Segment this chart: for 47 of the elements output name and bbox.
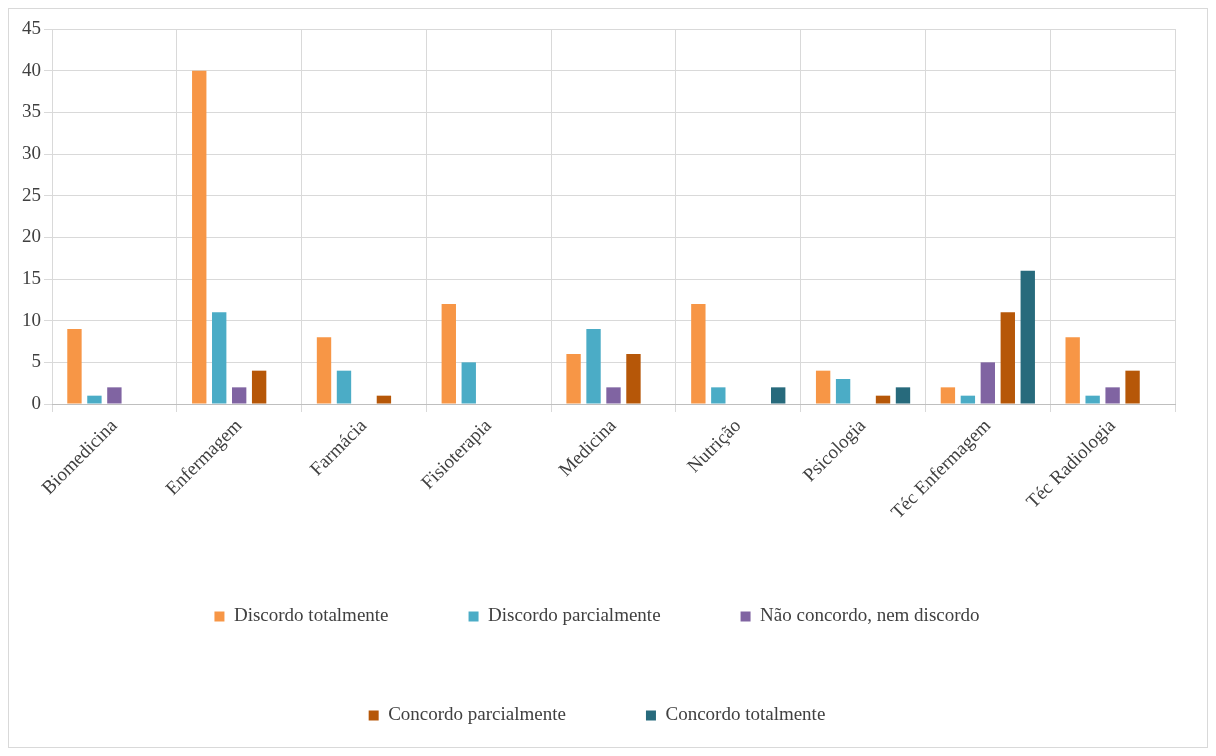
bar: [107, 387, 122, 404]
bar: [461, 362, 476, 404]
y-tick-label: 40: [22, 58, 41, 80]
bar: [711, 387, 726, 404]
legend-label: Discordo totalmente: [233, 604, 389, 626]
bar: [212, 312, 227, 404]
bar: [231, 387, 247, 404]
bar: [316, 337, 332, 404]
bar: [192, 70, 207, 404]
legend-label: Discordo parcialmente: [488, 604, 661, 626]
bar: [336, 370, 352, 404]
bar: [960, 395, 976, 404]
bar: [67, 329, 82, 404]
y-tick-label: 35: [22, 100, 41, 122]
y-tick-label: 5: [31, 350, 41, 372]
legend-label: Concordo totalmente: [665, 703, 826, 725]
bar: [691, 304, 706, 404]
bar: [815, 370, 831, 404]
bar: [1125, 370, 1140, 404]
bar: [895, 387, 911, 404]
bar: [251, 370, 267, 404]
y-tick-label: 0: [31, 391, 41, 413]
bar: [1065, 337, 1080, 404]
y-tick-label: 30: [22, 141, 41, 163]
bar: [940, 387, 956, 404]
legend-label: Não concordo, nem discordo: [760, 604, 980, 626]
bar: [875, 395, 891, 404]
bar: [441, 304, 456, 404]
bar: [566, 354, 581, 404]
y-tick-label: 45: [22, 16, 41, 38]
y-tick-label: 25: [22, 183, 41, 205]
bar: [1085, 395, 1100, 404]
bar: [87, 395, 102, 404]
y-tick-label: 15: [22, 266, 41, 288]
bar: [771, 387, 786, 404]
bar: [606, 387, 621, 404]
bar: [980, 362, 996, 404]
bar: [1000, 312, 1015, 404]
legend-label: Concordo parcialmente: [388, 703, 566, 725]
y-tick-label: 20: [22, 225, 41, 247]
bar: [1020, 270, 1035, 404]
bar: [376, 395, 392, 404]
y-tick-label: 10: [22, 308, 41, 330]
bar: [626, 354, 641, 404]
bar: [1105, 387, 1120, 404]
bar: [586, 329, 601, 404]
bar: [835, 379, 851, 404]
